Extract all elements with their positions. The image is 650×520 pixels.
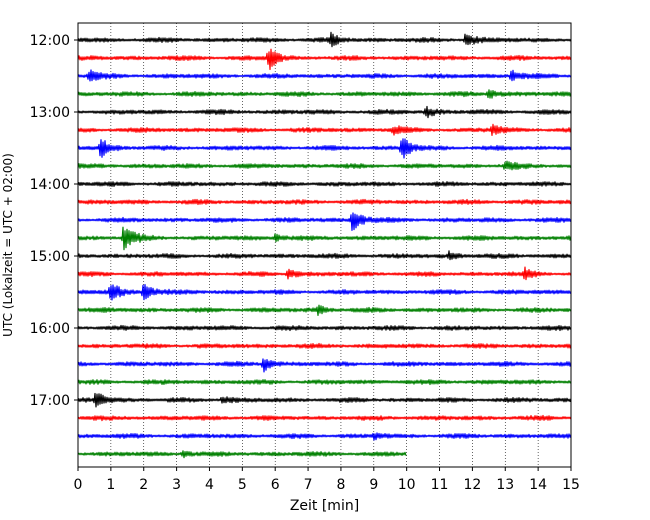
- seismic-trace: [77, 392, 572, 408]
- y-tick-label: 16:00: [30, 321, 70, 337]
- seismic-trace: [77, 324, 572, 332]
- seismic-trace: [77, 123, 572, 136]
- x-tick-label: 10: [398, 477, 416, 493]
- seismic-trace: [77, 69, 572, 82]
- x-tick-label: 7: [304, 477, 313, 493]
- seismic-trace: [77, 342, 572, 349]
- seismic-trace: [77, 31, 572, 48]
- seismic-trace: [77, 48, 572, 71]
- x-tick-label: 9: [369, 477, 378, 493]
- seismic-trace: [77, 266, 572, 281]
- x-tick-label: 6: [271, 477, 280, 493]
- y-tick-label: 12:00: [30, 33, 70, 49]
- seismic-trace: [77, 414, 572, 422]
- trace-layer: [77, 31, 572, 459]
- seismic-trace: [77, 284, 572, 301]
- seismic-trace: [77, 138, 572, 159]
- y-tick-label: 17:00: [30, 393, 70, 409]
- x-tick-label: 3: [172, 477, 181, 493]
- seismic-trace: [77, 432, 572, 441]
- seismic-trace: [77, 304, 572, 316]
- seismic-trace: [77, 105, 572, 119]
- y-axis-label: UTC (Lokalzeit = UTC + 02:00): [1, 153, 15, 337]
- seismic-trace: [77, 379, 572, 386]
- grid-layer: [110, 23, 539, 467]
- x-tick-label: 12: [463, 477, 481, 493]
- x-tick-label: 8: [336, 477, 345, 493]
- x-tick-label: 14: [529, 477, 547, 493]
- x-tick-label: 13: [496, 477, 514, 493]
- seismic-trace: [77, 212, 572, 231]
- x-tick-label: 2: [139, 477, 148, 493]
- seismic-trace: [77, 450, 407, 459]
- seismic-trace: [77, 226, 572, 251]
- y-tick-label: 13:00: [30, 105, 70, 121]
- seismic-trace: [77, 160, 572, 171]
- x-tick-label: 1: [106, 477, 115, 493]
- x-axis-label: Zeit [min]: [290, 498, 359, 514]
- seismic-trace: [77, 181, 572, 187]
- plot-frame: [77, 22, 572, 468]
- x-tick-label: 11: [431, 477, 449, 493]
- x-tick-label: 0: [74, 477, 83, 493]
- y-tick-label: 15:00: [30, 249, 70, 265]
- seismic-trace: [77, 198, 572, 206]
- x-tick-label: 4: [205, 477, 214, 493]
- seismic-trace: [77, 358, 572, 373]
- x-tick-label: 5: [238, 477, 247, 493]
- seismic-trace: [77, 250, 572, 261]
- tick-layer: 0 1 2 3 4 5 6 7 8 9 10 11 12 13 14 1512:0013:0014:0015:…: [30, 33, 580, 493]
- y-tick-label: 14:00: [30, 177, 70, 193]
- seismic-trace: [77, 89, 572, 99]
- x-tick-label: 15: [562, 477, 580, 493]
